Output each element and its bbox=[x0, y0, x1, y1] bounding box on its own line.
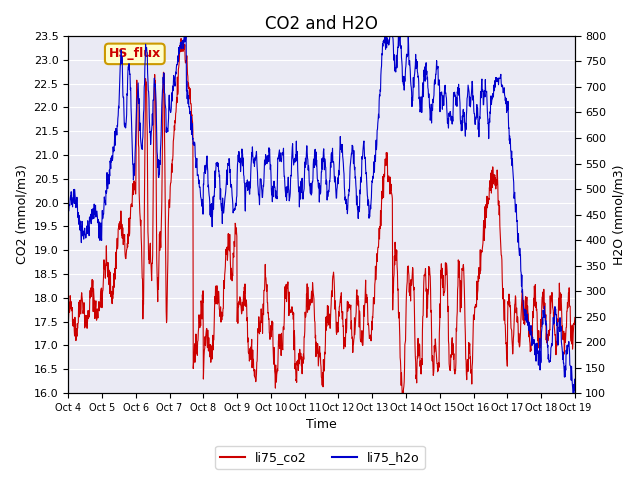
li75_co2 bbox=[399, 390, 407, 396]
Y-axis label: H2O (mmol/m3): H2O (mmol/m3) bbox=[612, 164, 625, 265]
li75_co2 bbox=[571, 314, 579, 320]
li75_h2o bbox=[280, 145, 287, 151]
Legend: li75_co2, li75_h2o: li75_co2, li75_h2o bbox=[215, 446, 425, 469]
li75_h2o bbox=[64, 203, 72, 208]
li75_h2o bbox=[290, 160, 298, 166]
li75_h2o bbox=[124, 67, 132, 73]
Line: li75_co2: li75_co2 bbox=[68, 38, 575, 393]
Text: HS_flux: HS_flux bbox=[109, 48, 161, 60]
li75_co2 bbox=[280, 324, 287, 330]
li75_co2 bbox=[64, 315, 72, 321]
X-axis label: Time: Time bbox=[306, 419, 337, 432]
li75_h2o bbox=[300, 196, 307, 202]
li75_h2o bbox=[104, 182, 111, 188]
li75_h2o bbox=[353, 193, 361, 199]
li75_co2 bbox=[124, 231, 132, 237]
li75_h2o bbox=[571, 390, 579, 396]
li75_h2o bbox=[181, 33, 189, 39]
li75_co2 bbox=[353, 287, 361, 293]
Title: CO2 and H2O: CO2 and H2O bbox=[265, 15, 378, 33]
li75_co2 bbox=[104, 264, 111, 270]
li75_co2 bbox=[290, 347, 298, 353]
li75_h2o bbox=[570, 390, 577, 396]
li75_co2 bbox=[300, 360, 307, 366]
Line: li75_h2o: li75_h2o bbox=[68, 36, 575, 393]
Y-axis label: CO2 (mmol/m3): CO2 (mmol/m3) bbox=[15, 165, 28, 264]
li75_co2 bbox=[177, 36, 185, 41]
